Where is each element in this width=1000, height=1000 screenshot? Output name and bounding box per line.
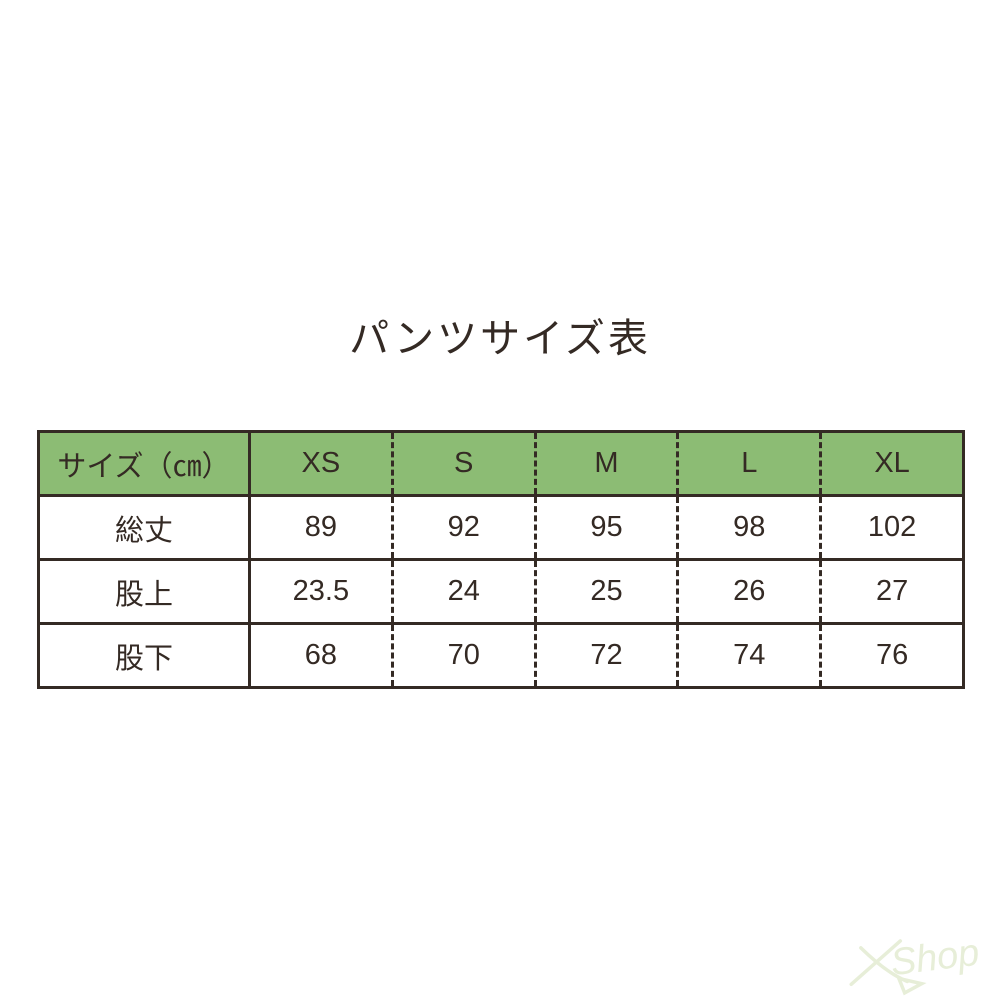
shop-logo-x-icon bbox=[849, 939, 927, 996]
value-cell: 27 bbox=[819, 558, 964, 625]
value-cell: 24 bbox=[390, 558, 536, 625]
value-cell: 72 bbox=[533, 622, 678, 689]
value-cell: 23.5 bbox=[249, 558, 393, 625]
row-label-cell: 股上 bbox=[38, 558, 251, 625]
header-cell-m: M bbox=[533, 430, 678, 497]
header-cell-xs: XS bbox=[249, 430, 393, 497]
value-cell: 98 bbox=[676, 494, 821, 561]
shop-logo-watermark: Shop bbox=[849, 932, 982, 996]
table-row-total-length: 総丈 89 92 95 98 102 bbox=[38, 494, 964, 561]
table-row-inseam: 股下 68 70 72 74 76 bbox=[38, 622, 964, 689]
header-cell-xl: XL bbox=[819, 430, 964, 497]
value-cell: 68 bbox=[249, 622, 393, 689]
value-cell: 70 bbox=[390, 622, 536, 689]
header-row: サイズ（㎝） XS S M L XL bbox=[38, 430, 964, 497]
page-title: パンツサイズ表 bbox=[349, 317, 651, 361]
value-cell: 76 bbox=[819, 622, 964, 689]
row-label-cell: 総丈 bbox=[38, 494, 251, 561]
value-cell: 26 bbox=[676, 558, 821, 625]
value-cell: 95 bbox=[533, 494, 678, 561]
value-cell: 92 bbox=[390, 494, 536, 561]
shop-logo-text: Shop bbox=[888, 932, 981, 985]
table-row-rise: 股上 23.5 24 25 26 27 bbox=[38, 558, 964, 625]
value-cell: 89 bbox=[249, 494, 393, 561]
value-cell: 25 bbox=[533, 558, 678, 625]
size-chart-table: サイズ（㎝） XS S M L XL 総丈 89 92 95 98 102 股上… bbox=[37, 430, 965, 689]
value-cell: 102 bbox=[819, 494, 964, 561]
value-cell: 74 bbox=[676, 622, 821, 689]
header-cell-l: L bbox=[676, 430, 821, 497]
header-cell-size-unit: サイズ（㎝） bbox=[38, 430, 251, 497]
header-cell-s: S bbox=[390, 430, 536, 497]
row-label-cell: 股下 bbox=[38, 622, 251, 689]
